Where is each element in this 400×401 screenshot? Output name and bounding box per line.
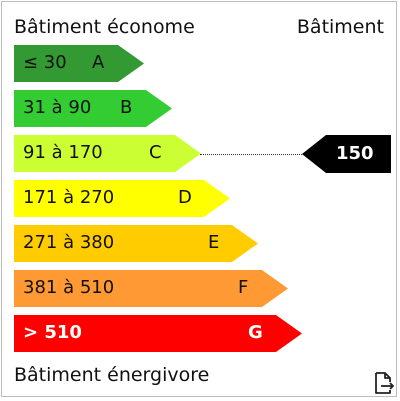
energy-class-letter: B [120, 97, 132, 118]
energy-class-range: 31 à 90 [23, 97, 91, 118]
energy-class-range: 91 à 170 [23, 142, 103, 163]
energy-class-range: ≤ 30 [23, 52, 67, 73]
energy-label-card: Bâtiment économe Bâtiment ≤ 30 A 31 à 90 B 9… [1, 1, 397, 397]
energy-class-letter: C [149, 142, 162, 163]
indicator-leader-line [200, 154, 306, 155]
energy-class-bar-g: > 510 G [14, 315, 302, 352]
energy-class-bar-f: 381 à 510 F [14, 270, 288, 307]
energy-class-range: 381 à 510 [23, 277, 114, 298]
value-indicator: 150 [302, 135, 391, 173]
energy-class-letter: D [178, 187, 192, 208]
energy-class-bar-d: 171 à 270 D [14, 180, 230, 217]
title-building: Bâtiment [297, 16, 384, 38]
title-economical: Bâtiment économe [14, 16, 195, 38]
energy-class-range: 271 à 380 [23, 232, 114, 253]
energy-class-letter: E [208, 232, 219, 253]
indicator-value: 150 [336, 143, 374, 164]
energy-class-bar-a: ≤ 30 A [14, 45, 144, 82]
export-file-icon[interactable] [373, 371, 395, 397]
energy-class-bar-b: 31 à 90 B [14, 90, 172, 127]
energy-class-letter: F [238, 277, 248, 298]
energy-class-range: > 510 [23, 322, 82, 343]
energy-class-bar-c: 91 à 170 C [14, 135, 201, 172]
title-energy-hungry: Bâtiment énergivore [14, 364, 209, 386]
energy-class-bar-e: 271 à 380 E [14, 225, 258, 262]
energy-class-range: 171 à 270 [23, 187, 114, 208]
energy-class-letter: A [92, 52, 104, 73]
energy-class-letter: G [248, 322, 263, 343]
